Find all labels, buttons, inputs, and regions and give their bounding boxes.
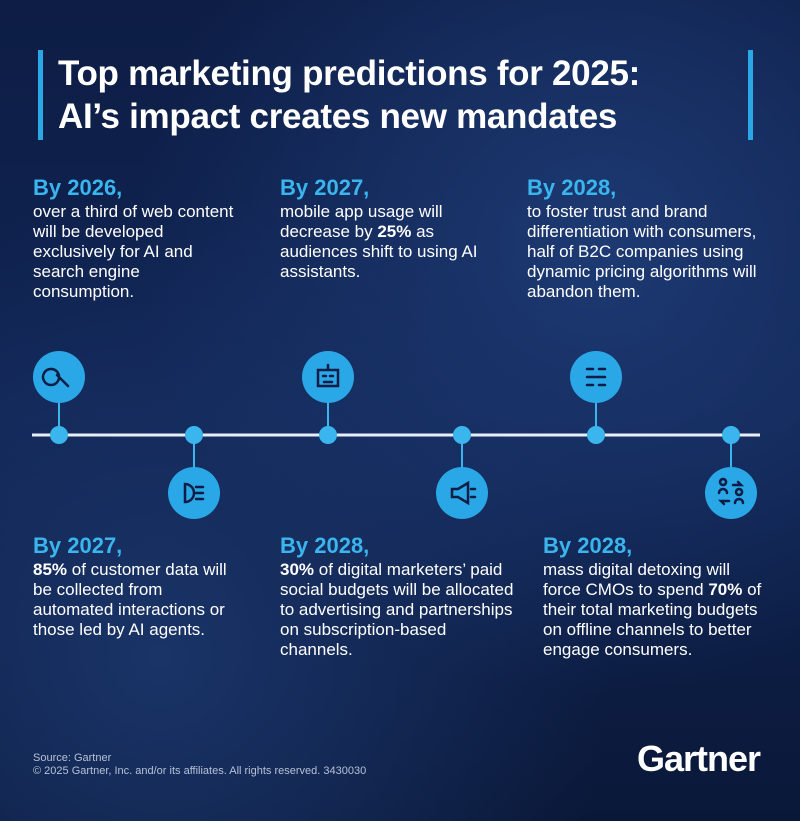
- accent-bar: [748, 50, 753, 140]
- icon: [316, 363, 340, 388]
- icon: [41, 367, 70, 388]
- copyright: © 2025 Gartner, Inc. and/or its affiliat…: [33, 765, 367, 777]
- text-run: of digital marketers’ paid social budget…: [280, 560, 514, 659]
- highlight: 30%: [280, 560, 315, 579]
- timeline-dot: [722, 426, 740, 444]
- prediction: By 2028, mass digital detoxing will force…: [543, 533, 768, 660]
- icon: [585, 367, 607, 387]
- text-run: mobile app usage will decrease by: [280, 202, 443, 241]
- highlight: 25%: [377, 222, 412, 241]
- text-run: of their total marketing budgets on offl…: [543, 580, 762, 659]
- prediction-text: mobile app usage will decrease by 25% as…: [280, 202, 495, 282]
- logo: Gartner: [636, 738, 761, 779]
- icon-circle: [436, 467, 488, 519]
- prediction-text: mass digital detoxing will force CMOs to…: [543, 560, 768, 660]
- title-line: Top marketing predictions for 2025:: [58, 54, 641, 93]
- source-text: Source: Gartner: [33, 752, 112, 764]
- accent-bar: [38, 50, 43, 140]
- prediction-text: to foster trust and brand differentiatio…: [527, 202, 767, 302]
- timeline-dot: [50, 426, 68, 444]
- prediction-heading: By 2026,: [33, 175, 123, 200]
- icon: [183, 482, 205, 504]
- text-run: mass digital detoxing will force CMOs to…: [543, 560, 731, 599]
- timeline-dot: [453, 426, 471, 444]
- text-run: of customer data will be collected from …: [33, 560, 227, 639]
- timeline-dot: [319, 426, 337, 444]
- prediction: By 2027, 85% of customer data will be col…: [33, 533, 238, 640]
- text-run: as audiences shift to using AI assistant…: [280, 222, 478, 281]
- icon: [450, 480, 477, 506]
- text-run: over a third of web content will be deve…: [33, 202, 234, 301]
- prediction-heading: By 2028,: [527, 175, 617, 200]
- icon-circle: [705, 467, 757, 519]
- prediction: By 2028, to foster trust and brand differ…: [527, 175, 767, 302]
- prediction: By 2028, 30% of digital marketers’ paid s…: [280, 533, 515, 660]
- prediction: By 2026, over a third of web content will…: [33, 175, 238, 302]
- timeline-dot: [185, 426, 203, 444]
- title-line: AI’s impact creates new mandates: [58, 97, 618, 136]
- source: Source: Gartner © 2025 Gartner, Inc. and…: [33, 752, 366, 778]
- prediction-text: 85% of customer data will be collected f…: [33, 560, 238, 640]
- icon-circle: [302, 351, 354, 403]
- prediction-heading: By 2028,: [280, 533, 370, 558]
- timeline-dot: [587, 426, 605, 444]
- text-run: to foster trust and brand differentiatio…: [527, 202, 757, 301]
- prediction-text: over a third of web content will be deve…: [33, 202, 238, 302]
- prediction-heading: By 2028,: [543, 533, 633, 558]
- prediction-heading: By 2027,: [280, 175, 370, 200]
- highlight: 70%: [708, 580, 743, 599]
- prediction-text: 30% of digital marketers’ paid social bu…: [280, 560, 515, 660]
- prediction: By 2027, mobile app usage will decrease b…: [280, 175, 495, 282]
- highlight: 85%: [33, 560, 68, 579]
- title: Top marketing predictions for 2025: AI’s…: [58, 52, 640, 138]
- prediction-heading: By 2027,: [33, 533, 123, 558]
- icon: [717, 477, 745, 506]
